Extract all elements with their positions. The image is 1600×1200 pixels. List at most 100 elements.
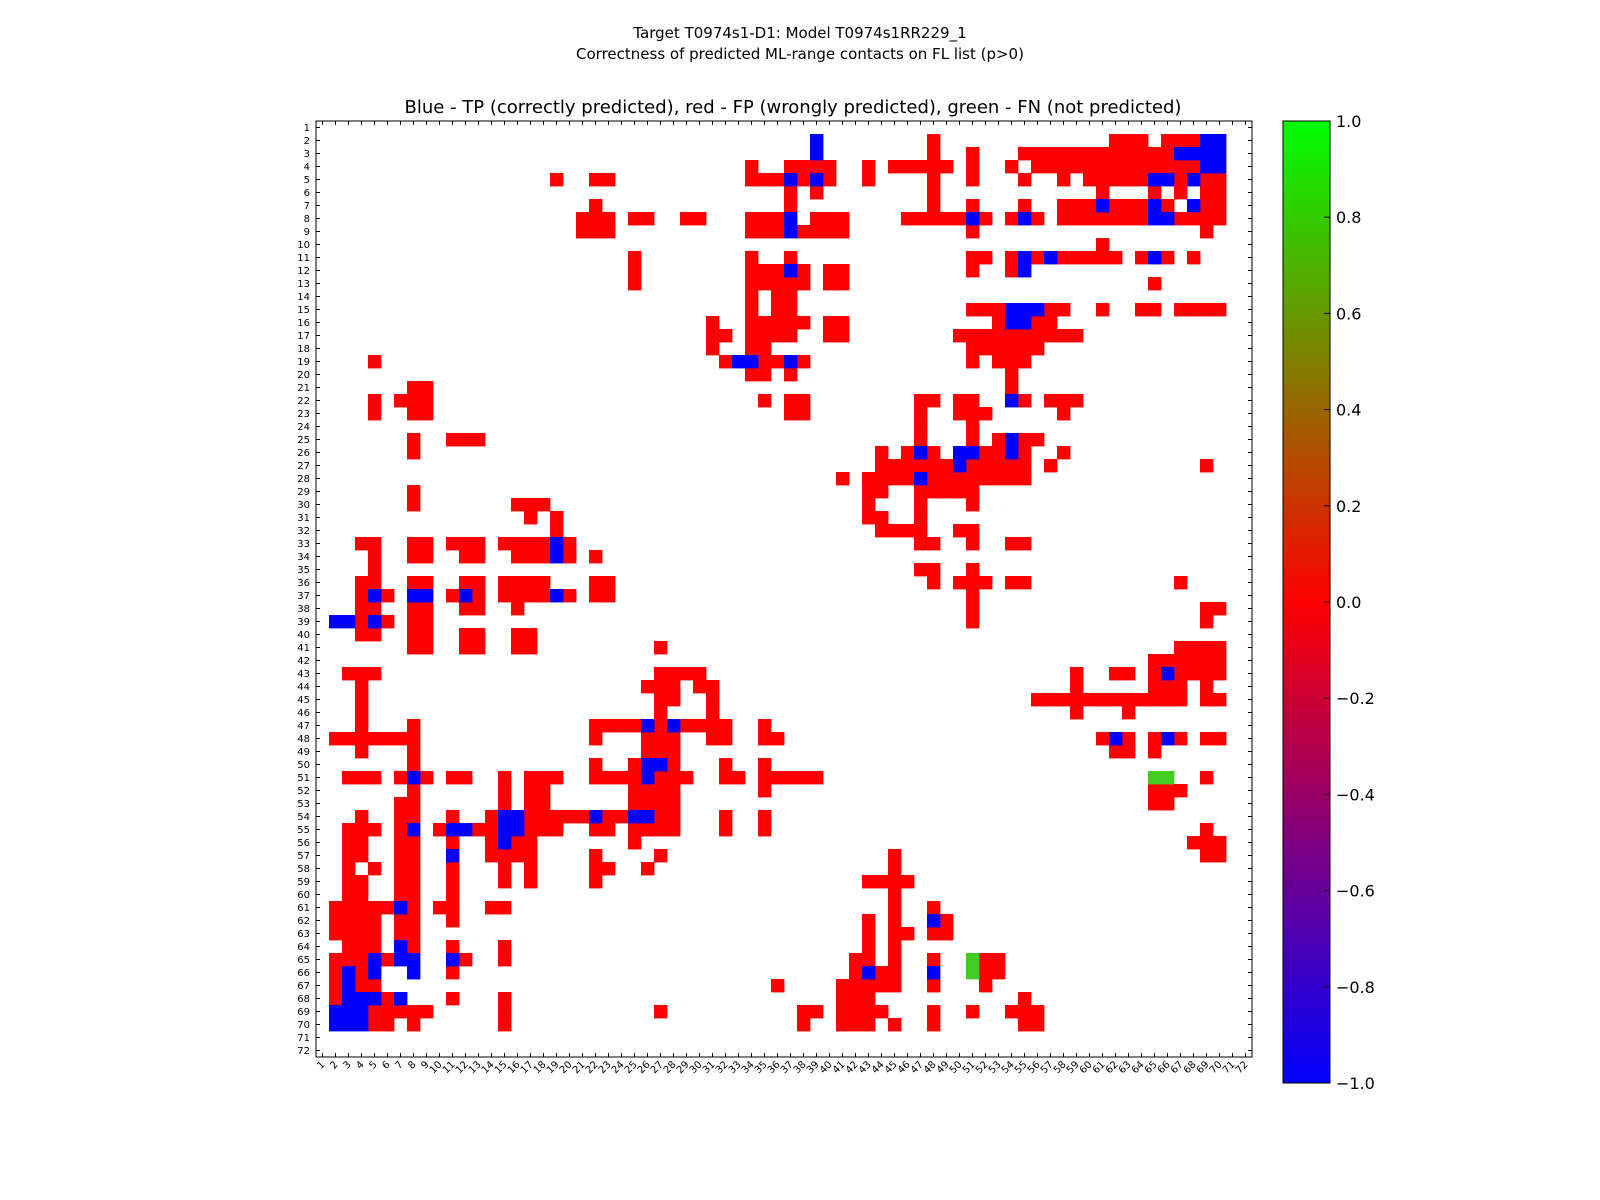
y-tick-label: 9	[304, 227, 310, 238]
fp-contact-cell	[472, 823, 486, 837]
y-tick-label: 19	[297, 357, 310, 368]
fp-contact-cell	[1070, 693, 1084, 707]
tp-contact-cell	[914, 446, 928, 460]
fp-contact-cell	[875, 511, 889, 525]
fp-contact-cell	[1070, 667, 1084, 681]
fp-contact-cell	[927, 394, 941, 408]
fp-contact-cell	[1174, 654, 1188, 668]
fp-contact-cell	[524, 498, 538, 512]
fp-contact-cell	[1161, 680, 1175, 694]
fp-contact-cell	[1031, 342, 1045, 356]
fp-contact-cell	[485, 849, 499, 863]
fp-contact-cell	[979, 342, 993, 356]
fp-contact-cell	[667, 784, 681, 798]
fp-contact-cell	[1200, 212, 1214, 226]
fp-contact-cell	[888, 966, 902, 980]
fp-contact-cell	[953, 485, 967, 499]
fp-contact-cell	[628, 797, 642, 811]
fp-contact-cell	[1096, 147, 1110, 161]
fp-contact-cell	[472, 576, 486, 590]
fp-contact-cell	[407, 849, 421, 863]
fp-contact-cell	[1018, 446, 1032, 460]
fp-contact-cell	[394, 810, 408, 824]
fp-contact-cell	[966, 303, 980, 317]
fp-contact-cell	[1057, 251, 1071, 265]
fp-contact-cell	[342, 875, 356, 889]
fp-contact-cell	[784, 277, 798, 291]
fp-contact-cell	[446, 537, 460, 551]
fp-contact-cell	[459, 628, 473, 642]
fp-contact-cell	[667, 823, 681, 837]
fp-contact-cell	[654, 706, 668, 720]
fp-contact-cell	[407, 940, 421, 954]
fp-contact-cell	[1044, 160, 1058, 174]
fp-contact-cell	[888, 953, 902, 967]
fp-contact-cell	[1200, 667, 1214, 681]
tp-contact-cell	[1096, 199, 1110, 213]
fp-contact-cell	[927, 576, 941, 590]
fp-contact-cell	[966, 498, 980, 512]
fp-contact-cell	[745, 342, 759, 356]
tp-contact-cell	[1161, 732, 1175, 746]
fp-contact-cell	[745, 277, 759, 291]
fp-contact-cell	[667, 745, 681, 759]
tp-contact-cell	[1213, 147, 1227, 161]
fp-contact-cell	[511, 602, 525, 616]
fp-contact-cell	[1122, 667, 1136, 681]
fp-contact-cell	[966, 173, 980, 187]
fp-contact-cell	[771, 225, 785, 239]
fp-contact-cell	[888, 862, 902, 876]
fp-contact-cell	[1187, 303, 1201, 317]
y-tick-label: 64	[297, 942, 310, 953]
fp-contact-cell	[1174, 160, 1188, 174]
fp-contact-cell	[368, 355, 382, 369]
colorbar-tick-label: −1.0	[1336, 1074, 1375, 1093]
fp-contact-cell	[719, 719, 733, 733]
tp-contact-cell	[654, 758, 668, 772]
fp-contact-cell	[1200, 186, 1214, 200]
fp-contact-cell	[563, 589, 577, 603]
tp-contact-cell	[1005, 433, 1019, 447]
fp-contact-cell	[1135, 199, 1149, 213]
fp-contact-cell	[355, 888, 369, 902]
fp-contact-cell	[992, 953, 1006, 967]
fp-contact-cell	[758, 225, 772, 239]
fp-contact-cell	[888, 888, 902, 902]
fp-contact-cell	[1213, 602, 1227, 616]
fp-contact-cell	[537, 823, 551, 837]
fp-contact-cell	[745, 264, 759, 278]
fp-contact-cell	[797, 407, 811, 421]
fp-contact-cell	[628, 771, 642, 785]
tp-contact-cell	[1200, 134, 1214, 148]
y-tick-label: 72	[297, 1046, 310, 1057]
fp-contact-cell	[771, 732, 785, 746]
fp-contact-cell	[1200, 680, 1214, 694]
fp-contact-cell	[823, 212, 837, 226]
fp-contact-cell	[927, 446, 941, 460]
fp-contact-cell	[420, 1005, 434, 1019]
fp-contact-cell	[875, 472, 889, 486]
fp-contact-cell	[1174, 732, 1188, 746]
fp-contact-cell	[771, 355, 785, 369]
fp-contact-cell	[654, 680, 668, 694]
fp-contact-cell	[1148, 784, 1162, 798]
fp-contact-cell	[1044, 329, 1058, 343]
fp-contact-cell	[719, 732, 733, 746]
fp-contact-cell	[498, 862, 512, 876]
fp-contact-cell	[849, 1005, 863, 1019]
fp-contact-cell	[407, 901, 421, 915]
fp-contact-cell	[1213, 173, 1227, 187]
y-tick-label: 22	[297, 396, 310, 407]
fp-contact-cell	[368, 1005, 382, 1019]
fp-contact-cell	[407, 1018, 421, 1032]
fp-contact-cell	[849, 953, 863, 967]
tp-contact-cell	[641, 771, 655, 785]
fp-contact-cell	[1122, 745, 1136, 759]
fp-contact-cell	[602, 810, 616, 824]
fp-contact-cell	[511, 836, 525, 850]
fp-contact-cell	[927, 173, 941, 187]
fp-contact-cell	[589, 732, 603, 746]
fp-contact-cell	[1018, 329, 1032, 343]
fp-contact-cell	[1213, 654, 1227, 668]
y-tick-label: 68	[297, 994, 310, 1005]
